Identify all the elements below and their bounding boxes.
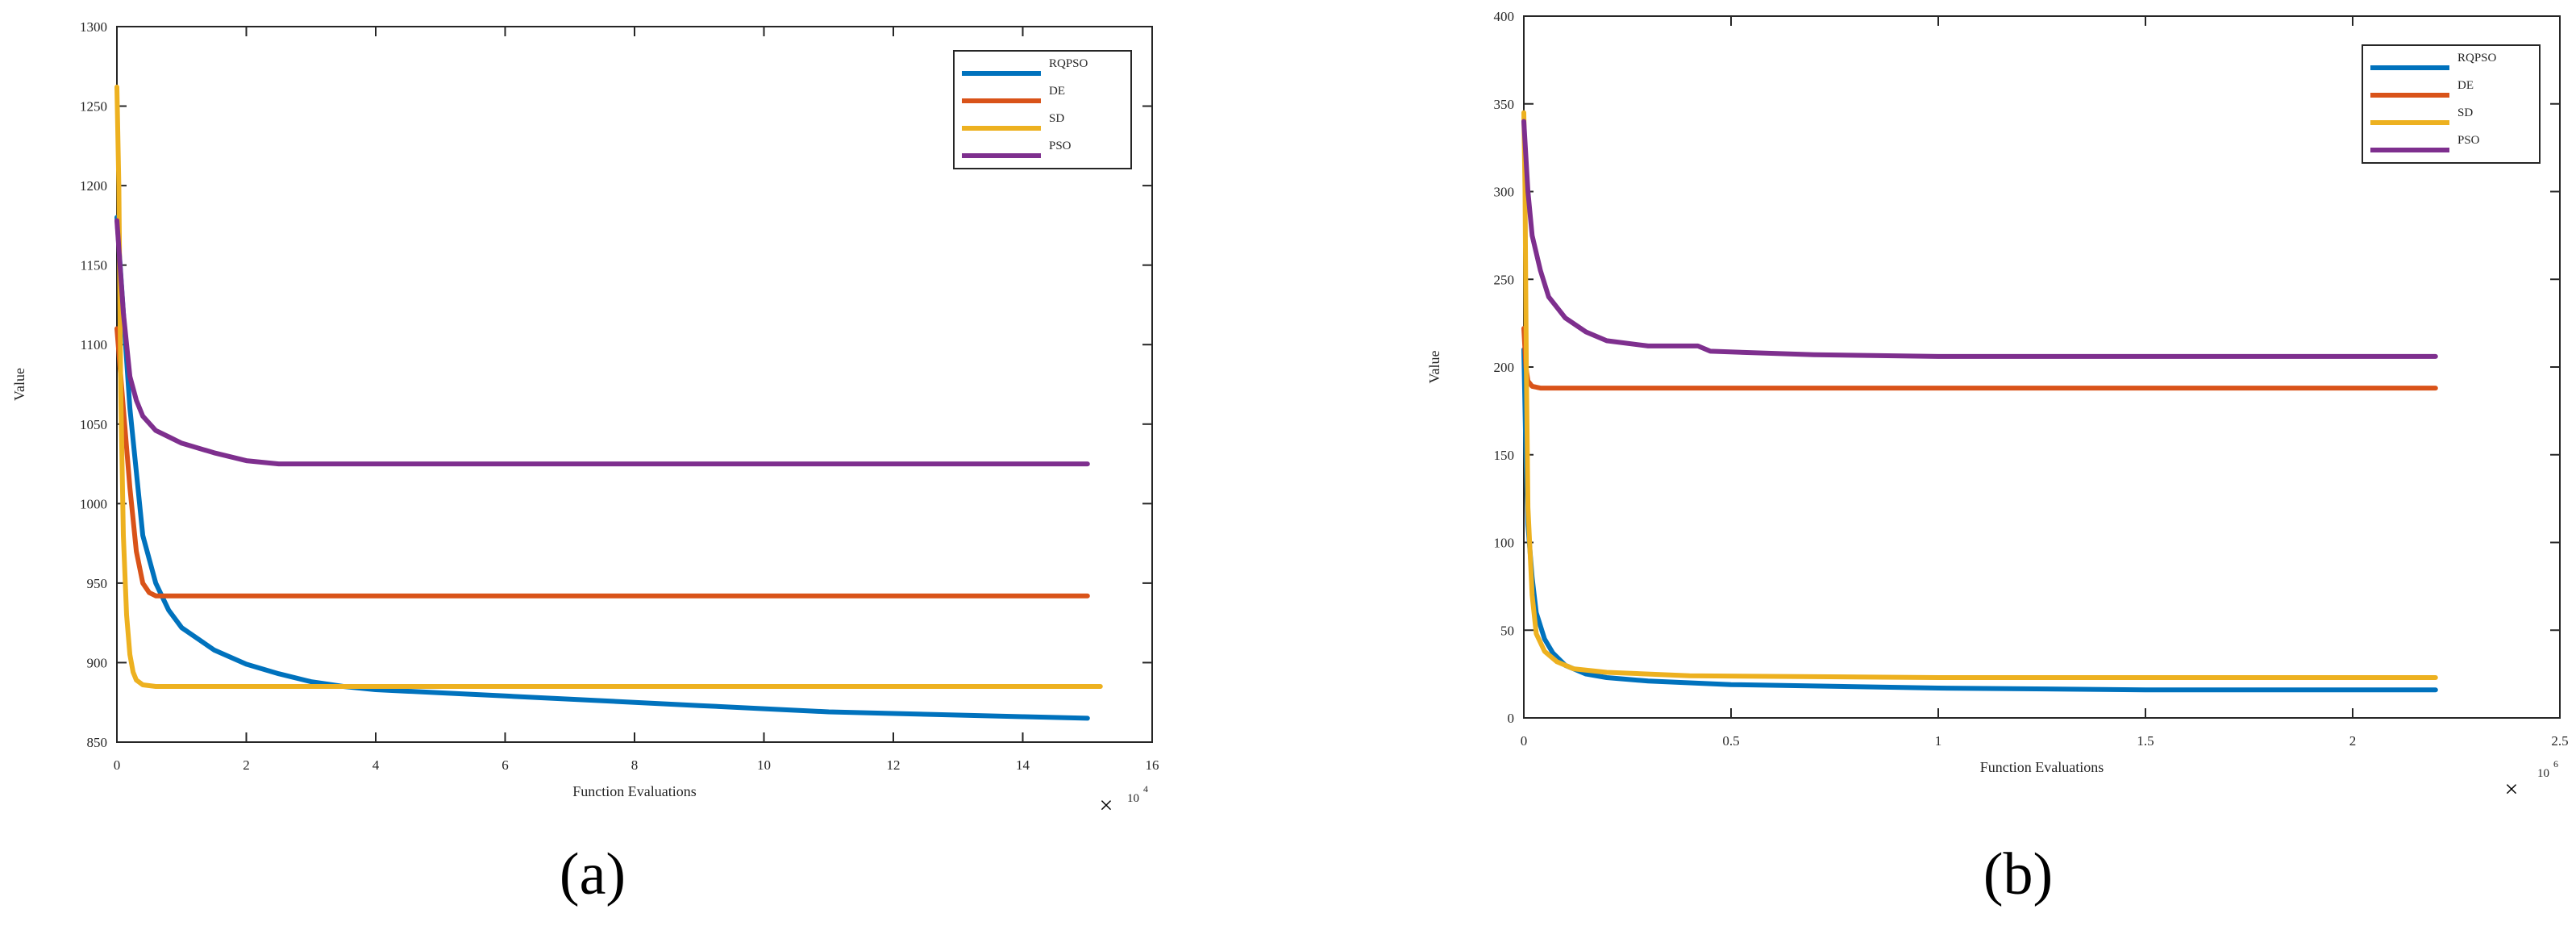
- legend-box: [2362, 44, 2541, 164]
- legend-label-rqpso: RQPSO: [2457, 52, 2497, 65]
- legend: RQPSO DE SD PSO: [953, 50, 1132, 169]
- x-tick-label: 8: [631, 757, 639, 773]
- exponent-base: 10: [2537, 767, 2549, 780]
- legend-label-pso: PSO: [1049, 140, 1072, 152]
- y-tick-label: 850: [87, 735, 108, 750]
- exponent-multiplier-symbol: ×: [1100, 792, 1113, 819]
- y-axis-label: Value: [1426, 350, 1442, 383]
- exponent-power: 4: [1143, 783, 1148, 795]
- legend-box: [953, 50, 1132, 169]
- x-tick-label: 2: [2349, 733, 2357, 749]
- y-tick-label: 1200: [80, 178, 107, 194]
- x-tick-label: 0: [1521, 733, 1528, 749]
- x-tick-label: 0: [114, 757, 121, 773]
- legend-label-de: DE: [1049, 85, 1065, 98]
- legend-label-sd: SD: [1049, 112, 1064, 125]
- y-tick-label: 300: [1494, 185, 1515, 200]
- legend-label-pso: PSO: [2457, 134, 2480, 147]
- x-tick-label: 6: [501, 757, 509, 773]
- x-tick-label: 14: [1016, 757, 1030, 773]
- legend-label-sd: SD: [2457, 106, 2473, 119]
- y-tick-label: 50: [1500, 623, 1514, 638]
- panel-a: 0 2 4 6 8 10 12 14 16 850 900 950 1000 1050 1100 1150 12…: [11, 19, 1159, 907]
- y-tick-label: 1150: [81, 258, 107, 273]
- panel-b: 0 0.5 1 1.5 2 2.5 0 50 100 150 200 250 300 350 400 Func…: [1426, 9, 2569, 907]
- x-tick-label: 12: [887, 757, 901, 773]
- panel-label: (a): [560, 841, 626, 907]
- x-tick-label: 1: [1935, 733, 1942, 749]
- series-line-de: [114, 326, 1090, 599]
- y-tick-label: 1050: [80, 417, 107, 432]
- y-tick-label: 1000: [80, 496, 107, 511]
- x-axis-label: Function Evaluations: [572, 783, 696, 799]
- x-tick-label: 0.5: [1722, 733, 1739, 749]
- legend: RQPSO DE SD PSO: [2362, 44, 2541, 164]
- y-tick-label: 350: [1494, 97, 1515, 112]
- y-tick-label: 1250: [80, 99, 107, 115]
- y-tick-label: 1100: [81, 337, 107, 353]
- exponent-base: 10: [1127, 792, 1139, 805]
- x-axis-label: Function Evaluations: [1980, 759, 2104, 775]
- series-line-pso: [1521, 119, 2438, 359]
- x-tick-label: 1.5: [2137, 733, 2154, 749]
- series-line-sd: [1521, 110, 2438, 680]
- x-tick-label: 4: [372, 757, 380, 773]
- exponent-multiplier-symbol: ×: [2505, 776, 2519, 803]
- panel-label: (b): [1983, 841, 2053, 907]
- legend-label-de: DE: [2457, 79, 2474, 92]
- y-tick-label: 0: [1508, 711, 1515, 726]
- series-line-sd: [114, 84, 1103, 689]
- series-line-pso: [114, 218, 1090, 467]
- y-tick-label: 250: [1494, 272, 1515, 287]
- series-line-rqpso: [114, 215, 1090, 721]
- y-tick-label: 950: [87, 576, 108, 591]
- x-tick-label: 2: [243, 757, 250, 773]
- y-tick-label: 900: [87, 655, 108, 670]
- y-tick-label: 400: [1494, 9, 1515, 24]
- y-tick-label: 1300: [80, 19, 107, 35]
- x-tick-label: 2.5: [2551, 733, 2568, 749]
- x-tick-label: 10: [757, 757, 771, 773]
- y-axis-label: Value: [11, 368, 27, 401]
- x-tick-label: 16: [1146, 757, 1159, 773]
- y-tick-label: 100: [1494, 536, 1515, 551]
- y-tick-label: 200: [1494, 360, 1515, 375]
- legend-label-rqpso: RQPSO: [1049, 57, 1088, 70]
- y-tick-label: 150: [1494, 448, 1515, 463]
- exponent-power: 6: [2553, 758, 2558, 770]
